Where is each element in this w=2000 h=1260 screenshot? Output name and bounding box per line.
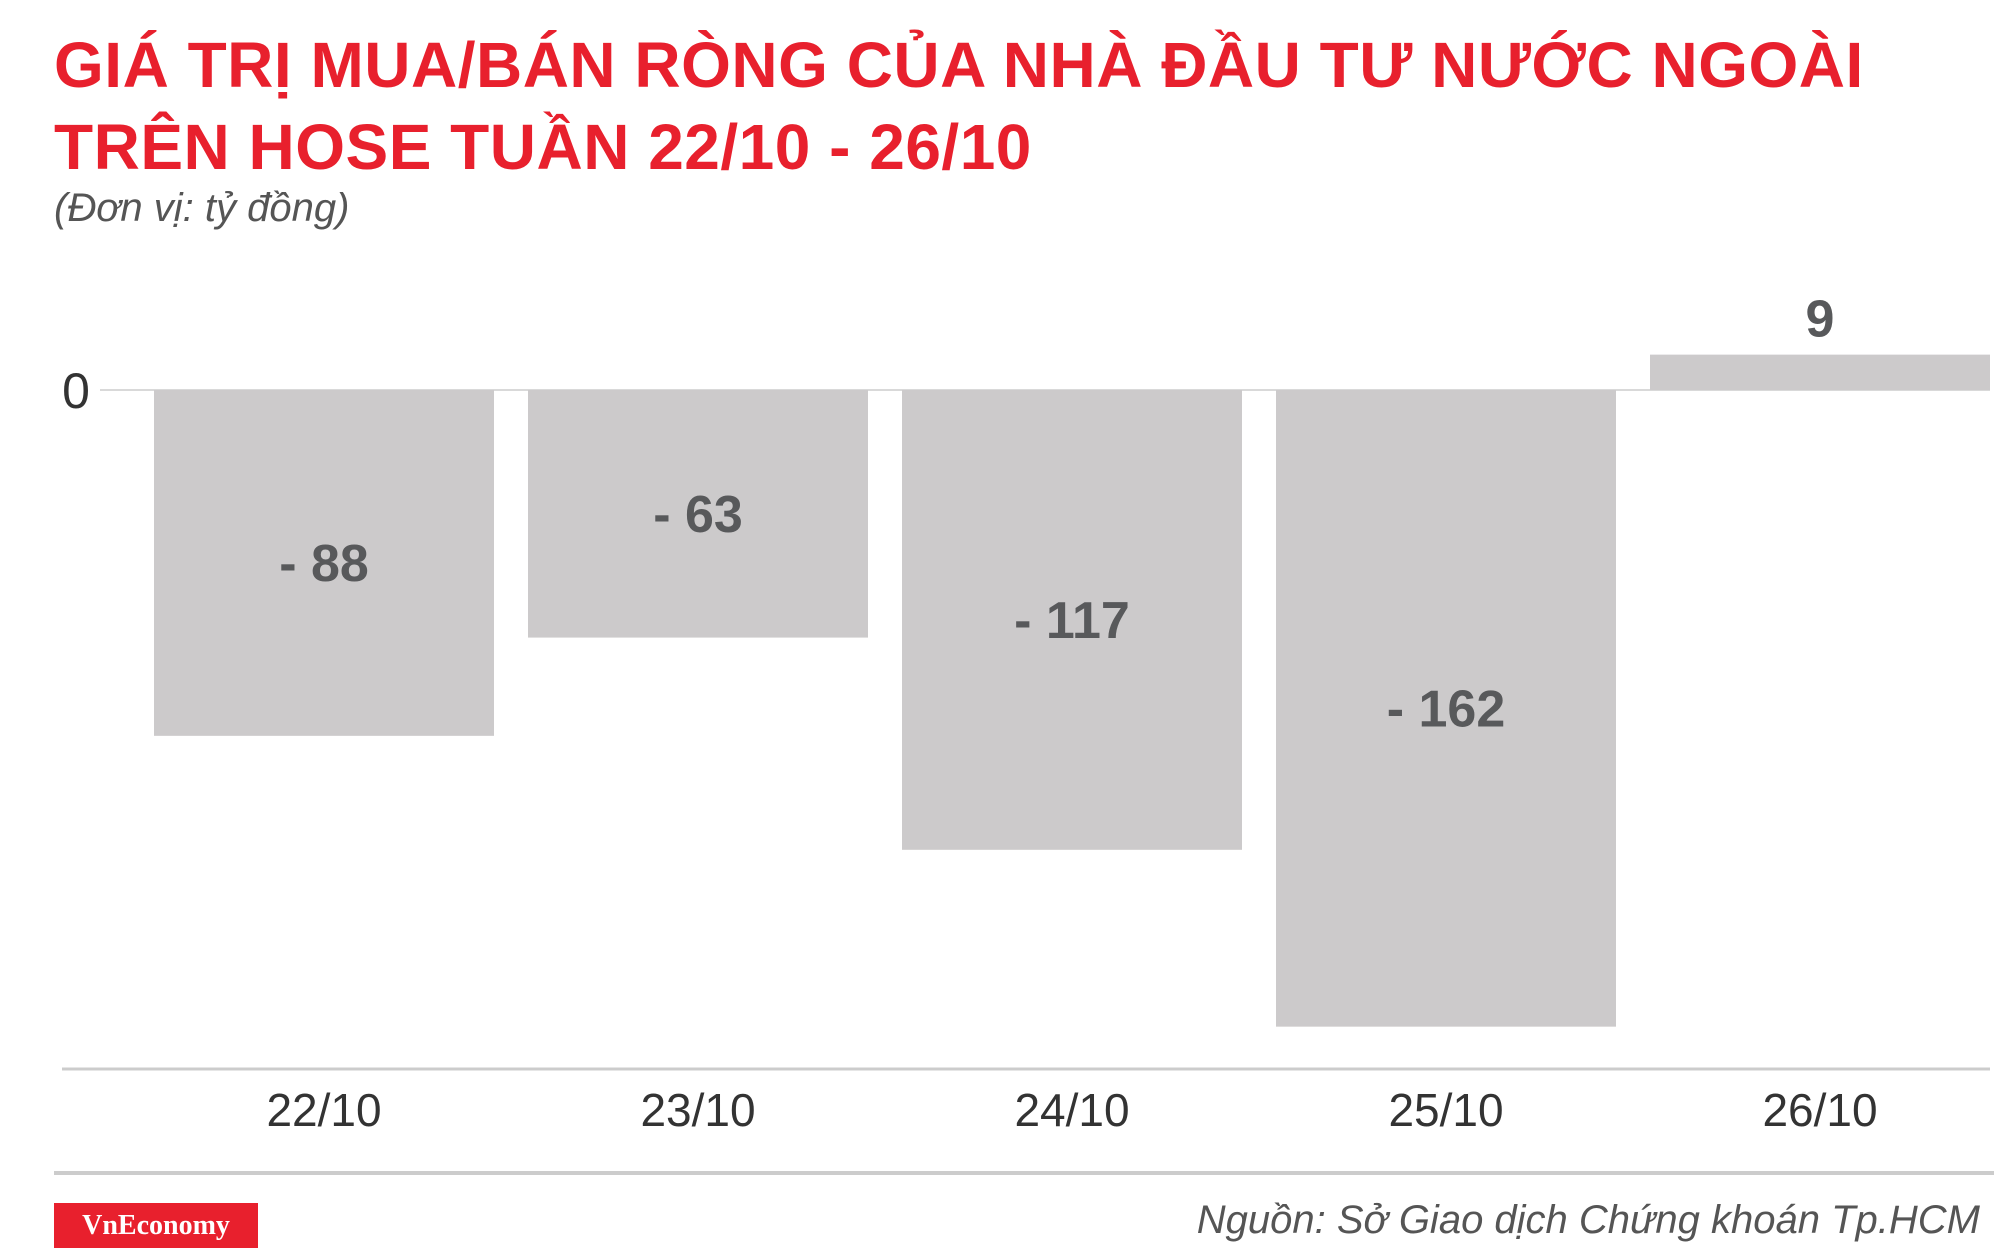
bar-22-10 xyxy=(154,390,494,736)
unit-label: (Đơn vị: tỷ đồng) xyxy=(54,186,350,230)
y-tick-label-zero: 0 xyxy=(62,363,90,419)
bar-24-10 xyxy=(902,390,1242,850)
source-note: Nguồn: Sở Giao dịch Chứng khoán Tp.HCM xyxy=(1196,1198,1980,1242)
bar-25-10 xyxy=(1276,390,1616,1027)
bar-23-10 xyxy=(528,390,868,638)
data-label: - 162 xyxy=(1387,680,1506,738)
category-label: 22/10 xyxy=(266,1084,381,1136)
bar-26-10 xyxy=(1650,354,1990,390)
data-label: - 88 xyxy=(279,535,369,593)
vneconomy-logo: VnEconomy xyxy=(54,1203,258,1248)
category-label: 23/10 xyxy=(640,1084,755,1136)
chart-title: GIÁ TRỊ MUA/BÁN RÒNG CỦA NHÀ ĐẦU TƯ NƯỚC… xyxy=(54,24,1864,188)
category-label: 24/10 xyxy=(1014,1084,1129,1136)
data-label: 9 xyxy=(1806,291,1835,349)
data-label: - 63 xyxy=(653,486,743,544)
footer-divider xyxy=(54,1171,1994,1175)
category-label: 25/10 xyxy=(1388,1084,1503,1136)
title-line-1: GIÁ TRỊ MUA/BÁN RÒNG CỦA NHÀ ĐẦU TƯ NƯỚC… xyxy=(54,29,1864,101)
data-label: - 117 xyxy=(1014,592,1130,650)
title-line-2: TRÊN HOSE TUẦN 22/10 - 26/10 xyxy=(54,111,1032,183)
category-label: 26/10 xyxy=(1762,1084,1877,1136)
